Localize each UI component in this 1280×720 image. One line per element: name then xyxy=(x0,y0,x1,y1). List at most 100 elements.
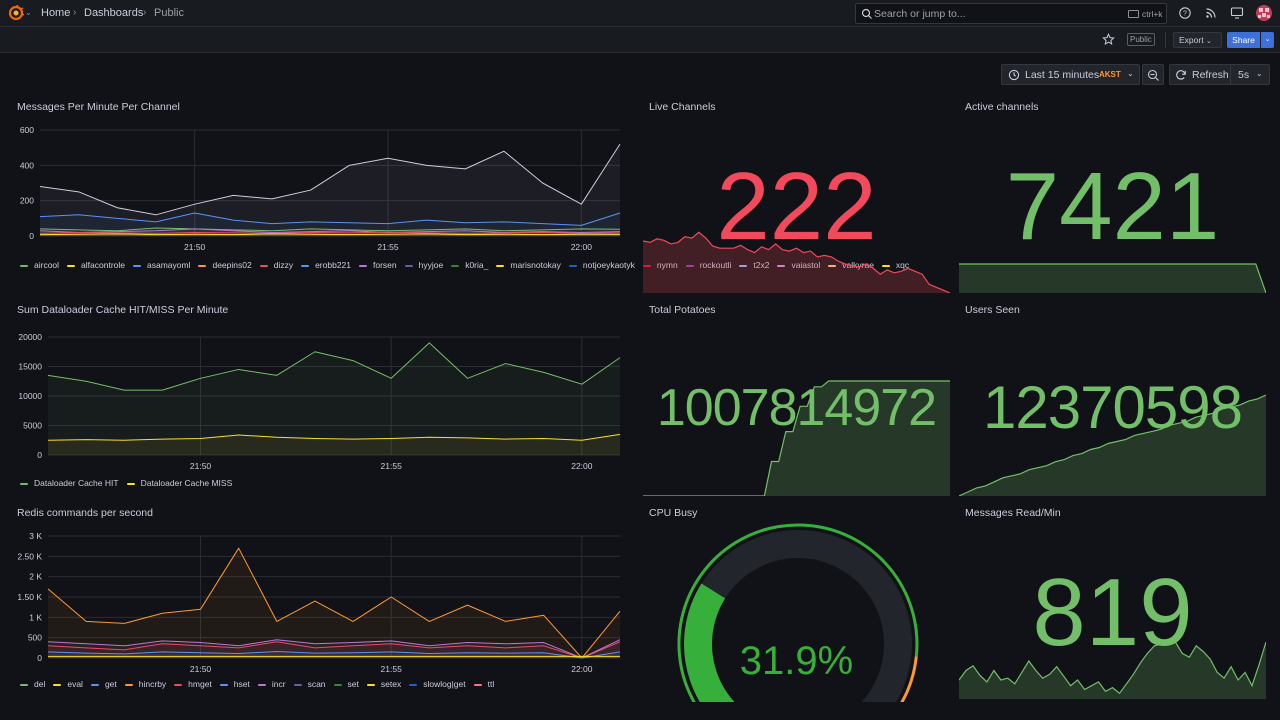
panel-title: Live Channels xyxy=(649,101,716,113)
help-icon[interactable]: ? xyxy=(1178,6,1192,20)
users-seen-sparkline xyxy=(959,394,1266,496)
legend-item[interactable]: deepins02 xyxy=(198,257,252,273)
panel-messages-read: Messages Read/Min 819 xyxy=(959,502,1266,702)
legend-item[interactable]: get xyxy=(90,676,117,692)
panel-title: Messages Read/Min xyxy=(965,507,1061,519)
y-tick-label: 15000 xyxy=(18,362,42,372)
legend-item[interactable]: set xyxy=(333,676,359,692)
legend-swatch xyxy=(404,264,413,267)
search-shortcut: ctrl+k xyxy=(1142,9,1163,19)
series-area xyxy=(40,213,620,236)
y-tick-label: 600 xyxy=(20,125,34,135)
legend-item[interactable]: valkyrae xyxy=(828,257,874,273)
legend-label: Dataloader Cache HIT xyxy=(34,478,119,488)
legend-item[interactable]: hyyjoe xyxy=(404,257,443,273)
series-area xyxy=(48,641,620,658)
legend-item[interactable]: nymn xyxy=(642,257,678,273)
legend-item[interactable]: setex xyxy=(366,676,401,692)
series-line xyxy=(39,231,621,234)
star-icon[interactable] xyxy=(1102,33,1115,46)
legend-item[interactable]: rockoutli xyxy=(685,257,731,273)
legend-swatch xyxy=(409,683,418,686)
series-line xyxy=(39,143,621,216)
legend-item[interactable]: del xyxy=(20,676,45,692)
gauge-threshold-orange xyxy=(900,656,918,702)
series-line xyxy=(47,650,621,659)
legend-item[interactable]: k0ria_ xyxy=(451,257,488,273)
chevron-down-icon[interactable]: ⌄ xyxy=(25,8,32,17)
live-channels-sparkline xyxy=(643,231,950,293)
legend-swatch xyxy=(133,264,141,267)
y-tick-label: 20000 xyxy=(18,332,42,342)
breadcrumb-dashboards[interactable]: Dashboards xyxy=(84,7,144,19)
legend-swatch xyxy=(366,683,375,686)
legend-item[interactable]: Dataloader Cache MISS xyxy=(126,475,232,491)
series-line xyxy=(47,639,621,659)
zoom-out-button[interactable] xyxy=(1142,64,1164,85)
chevron-down-icon: ⌄ xyxy=(1127,69,1134,78)
legend-item[interactable]: scan xyxy=(293,676,326,692)
legend-item[interactable]: dizzy xyxy=(259,257,293,273)
time-range-picker[interactable]: Last 15 minutes AKST ⌄ xyxy=(1001,64,1140,85)
legend-item[interactable]: Dataloader Cache HIT xyxy=(20,475,119,491)
legend-item[interactable]: t2x2 xyxy=(739,257,769,273)
legend-label: aircool xyxy=(34,260,60,270)
legend-swatch xyxy=(685,264,694,267)
series-line xyxy=(47,342,621,391)
legend-item[interactable]: asamayoml xyxy=(133,257,190,273)
legend-label: alfacontrole xyxy=(81,260,125,270)
legend-swatch xyxy=(20,683,28,686)
share-button[interactable]: Share xyxy=(1227,32,1260,48)
legend-item[interactable]: forsen xyxy=(359,257,397,273)
legend-item[interactable]: hset xyxy=(219,676,250,692)
legend-swatch xyxy=(20,482,28,485)
legend-item[interactable]: vaiastol xyxy=(777,257,820,273)
y-tick-label: 200 xyxy=(20,196,34,206)
export-button[interactable]: Export ⌄ xyxy=(1173,32,1222,48)
refresh-interval-picker[interactable]: 5s ⌄ xyxy=(1231,64,1270,85)
legend-swatch xyxy=(739,264,748,267)
legend-item[interactable]: incr xyxy=(257,676,286,692)
panel-dataloader-cache: Sum Dataloader Cache HIT/MISS Per Minute… xyxy=(0,299,633,495)
refresh-label: Refresh xyxy=(1192,69,1229,81)
panel-title: Active channels xyxy=(965,101,1039,113)
refresh-interval-label: 5s xyxy=(1238,69,1250,81)
x-tick-label: 21:50 xyxy=(184,242,206,252)
legend-item[interactable]: alfacontrole xyxy=(67,257,125,273)
legend-label: forsen xyxy=(373,260,397,270)
legend-item[interactable]: aircool xyxy=(20,257,59,273)
user-avatar[interactable] xyxy=(1256,5,1272,21)
gauge-fill xyxy=(684,583,735,702)
legend-item[interactable]: notjoeykaotyk xyxy=(568,257,635,273)
panel-title: CPU Busy xyxy=(649,507,698,519)
legend-item[interactable]: xqc xyxy=(881,257,909,273)
grafana-logo-icon[interactable] xyxy=(8,5,24,21)
legend-item[interactable]: ttl xyxy=(473,676,494,692)
legend-item[interactable]: eval xyxy=(53,676,83,692)
legend-item[interactable]: hincrby xyxy=(124,676,166,692)
y-tick-label: 3 K xyxy=(29,531,42,541)
timezone-badge: AKST xyxy=(1099,70,1121,79)
legend-item[interactable]: marisnotokay xyxy=(496,257,561,273)
legend-item[interactable]: erobb221 xyxy=(301,257,351,273)
breadcrumb-current: Public xyxy=(154,7,184,19)
legend-label: set xyxy=(347,679,359,689)
x-tick-label: 22:00 xyxy=(571,461,593,471)
legend-item[interactable]: slowlog|get xyxy=(409,676,466,692)
legend-label: incr xyxy=(271,679,286,689)
news-rss-icon[interactable] xyxy=(1204,6,1218,20)
monitor-icon[interactable] xyxy=(1230,6,1244,20)
search-input[interactable]: Search or jump to... ctrl+k xyxy=(855,3,1167,24)
legend-item[interactable]: hmget xyxy=(174,676,212,692)
clock-icon xyxy=(1008,69,1020,81)
total-potatoes-value: 1007814972 xyxy=(656,379,937,437)
y-tick-label: 2 K xyxy=(29,572,42,582)
messages-per-minute-chart: 0 200 400 600 21:50 21:55 22:00 xyxy=(20,125,621,252)
panel-live-channels: Live Channels 222 xyxy=(643,96,950,293)
legend-swatch xyxy=(257,683,266,686)
breadcrumb-home[interactable]: Home xyxy=(41,7,71,19)
share-options-chevron-icon[interactable]: ⌄ xyxy=(1261,32,1274,48)
series-line xyxy=(39,212,621,226)
series-line xyxy=(39,228,621,233)
refresh-button[interactable]: Refresh xyxy=(1169,64,1231,85)
